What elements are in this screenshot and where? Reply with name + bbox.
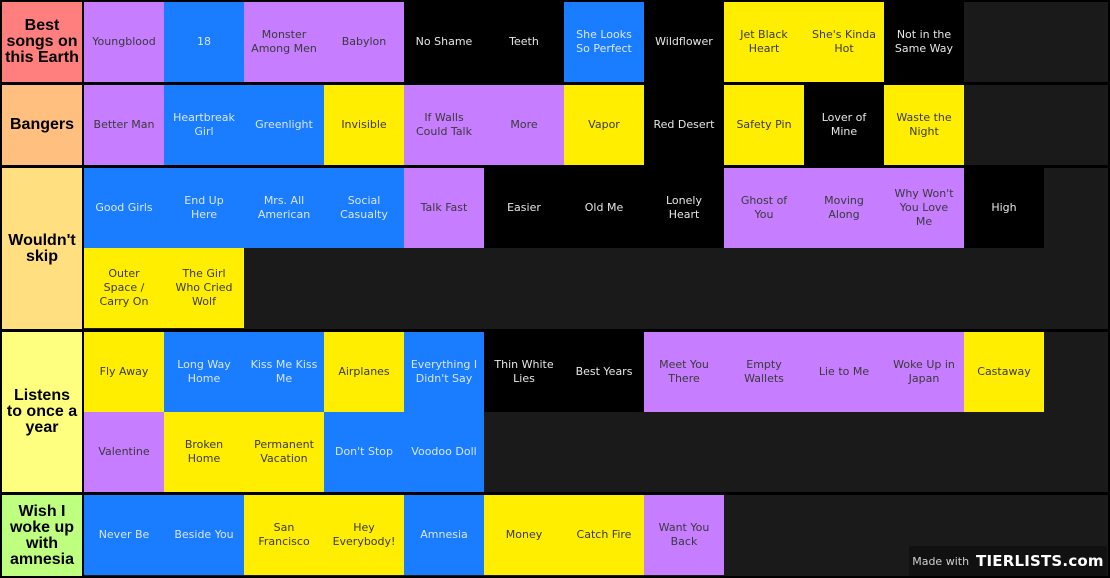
song-card[interactable]: Red Desert [644,85,724,165]
song-card[interactable]: Youngblood [84,2,164,82]
tier-cards: Fly Away Long Way Home Kiss Me Kiss Me Airp… [84,332,1044,492]
tierlists-logo: TIERLISTS.com [976,552,1104,570]
song-card[interactable]: Safety Pin [724,85,804,165]
song-card[interactable]: 18 [164,2,244,82]
song-card[interactable]: Never Be [84,495,164,575]
song-card[interactable]: Ghost of You [724,168,804,248]
song-card[interactable]: Broken Home [164,412,244,492]
song-card[interactable]: Babylon [324,2,404,82]
song-card[interactable]: High [964,168,1044,248]
song-card[interactable]: Thin White Lies [484,332,564,412]
tier-cards: Good Girls End Up Here Mrs. All American So… [84,168,1044,328]
song-card[interactable]: Woke Up in Japan [884,332,964,412]
song-card[interactable]: Talk Fast [404,168,484,248]
tier-items-area: Better Man Heartbreak Girl Greenlight Invis… [84,85,1108,165]
song-card[interactable]: Better Man [84,85,164,165]
tier-row-2: Bangers Better Man Heartbreak Girl Greenli… [0,85,1110,165]
tier-row-4: Listens to once a year Fly Away Long Way … [0,332,1110,492]
song-card[interactable]: Social Casualty [324,168,404,248]
song-card[interactable]: Why Won't You Love Me [884,168,964,248]
song-card[interactable]: Valentine [84,412,164,492]
song-card[interactable]: Easier [484,168,564,248]
song-card[interactable]: Airplanes [324,332,404,412]
song-card[interactable]: Wildflower [644,2,724,82]
song-card[interactable]: Lie to Me [804,332,884,412]
song-card[interactable]: Mrs. All American [244,168,324,248]
song-card[interactable]: Lonely Heart [644,168,724,248]
song-card[interactable]: Vapor [564,85,644,165]
tier-cards: Better Man Heartbreak Girl Greenlight Invis… [84,85,1044,165]
song-card[interactable]: Hey Everybody! [324,495,404,575]
song-card[interactable]: Best Years [564,332,644,412]
song-card[interactable]: Moving Along [804,168,884,248]
song-card[interactable]: She's Kinda Hot [804,2,884,82]
song-card[interactable]: Jet Black Heart [724,2,804,82]
song-card[interactable]: Kiss Me Kiss Me [244,332,324,412]
song-card[interactable]: Permanent Vacation [244,412,324,492]
watermark-prefix: Made with [912,554,970,568]
song-card[interactable]: San Francisco [244,495,324,575]
song-card[interactable]: Want You Back [644,495,724,575]
song-card[interactable]: Good Girls [84,168,164,248]
song-card[interactable]: Voodoo Doll [404,412,484,492]
tier-label[interactable]: Bangers [2,85,82,165]
song-card[interactable]: Old Me [564,168,644,248]
song-card[interactable]: End Up Here [164,168,244,248]
song-card[interactable]: Heartbreak Girl [164,85,244,165]
tier-items-area: Youngblood 18 Monster Among Men Babylon No S… [84,2,1108,82]
song-card[interactable]: Empty Wallets [724,332,804,412]
tier-label[interactable]: Wouldn't skip [2,168,82,329]
song-card[interactable]: Everything I Didn't Say [404,332,484,412]
tierlists-watermark[interactable]: Made with TIERLISTS.com [909,546,1107,576]
song-card[interactable]: Money [484,495,564,575]
tier-label[interactable]: Listens to once a year [2,332,82,492]
song-card[interactable]: Amnesia [404,495,484,575]
song-card[interactable]: Meet You There [644,332,724,412]
song-card[interactable]: Outer Space / Carry On [84,248,164,328]
tier-row-3: Wouldn't skip Good Girls End Up Here Mrs. … [0,168,1110,329]
song-card[interactable]: More [484,85,564,165]
song-card[interactable]: She Looks So Perfect [564,2,644,82]
song-card[interactable]: Fly Away [84,332,164,412]
tier-label[interactable]: Wish I woke up with amnesia [2,495,82,576]
song-card[interactable]: Long Way Home [164,332,244,412]
song-card[interactable]: Waste the Night [884,85,964,165]
song-card[interactable]: Teeth [484,2,564,82]
song-card[interactable]: Invisible [324,85,404,165]
song-card[interactable]: The Girl Who Cried Wolf [164,248,244,328]
tier-cards: Never Be Beside You San Francisco Hey Every… [84,495,1044,575]
song-card[interactable]: Monster Among Men [244,2,324,82]
tier-label[interactable]: Best songs on this Earth [2,2,82,82]
song-card[interactable]: Greenlight [244,85,324,165]
song-card[interactable]: No Shame [404,2,484,82]
tier-row-1: Best songs on this Earth Youngblood 18 Mon… [0,2,1110,82]
tier-items-area: Good Girls End Up Here Mrs. All American So… [84,168,1108,329]
tier-cards: Youngblood 18 Monster Among Men Babylon No S… [84,2,1044,82]
tier-items-area: Fly Away Long Way Home Kiss Me Kiss Me Airp… [84,332,1108,492]
song-card[interactable]: Beside You [164,495,244,575]
song-card[interactable]: Not in the Same Way [884,2,964,82]
song-card[interactable]: Lover of Mine [804,85,884,165]
song-card[interactable]: Catch Fire [564,495,644,575]
song-card[interactable]: Castaway [964,332,1044,412]
song-card[interactable]: If Walls Could Talk [404,85,484,165]
song-card[interactable]: Don't Stop [324,412,404,492]
